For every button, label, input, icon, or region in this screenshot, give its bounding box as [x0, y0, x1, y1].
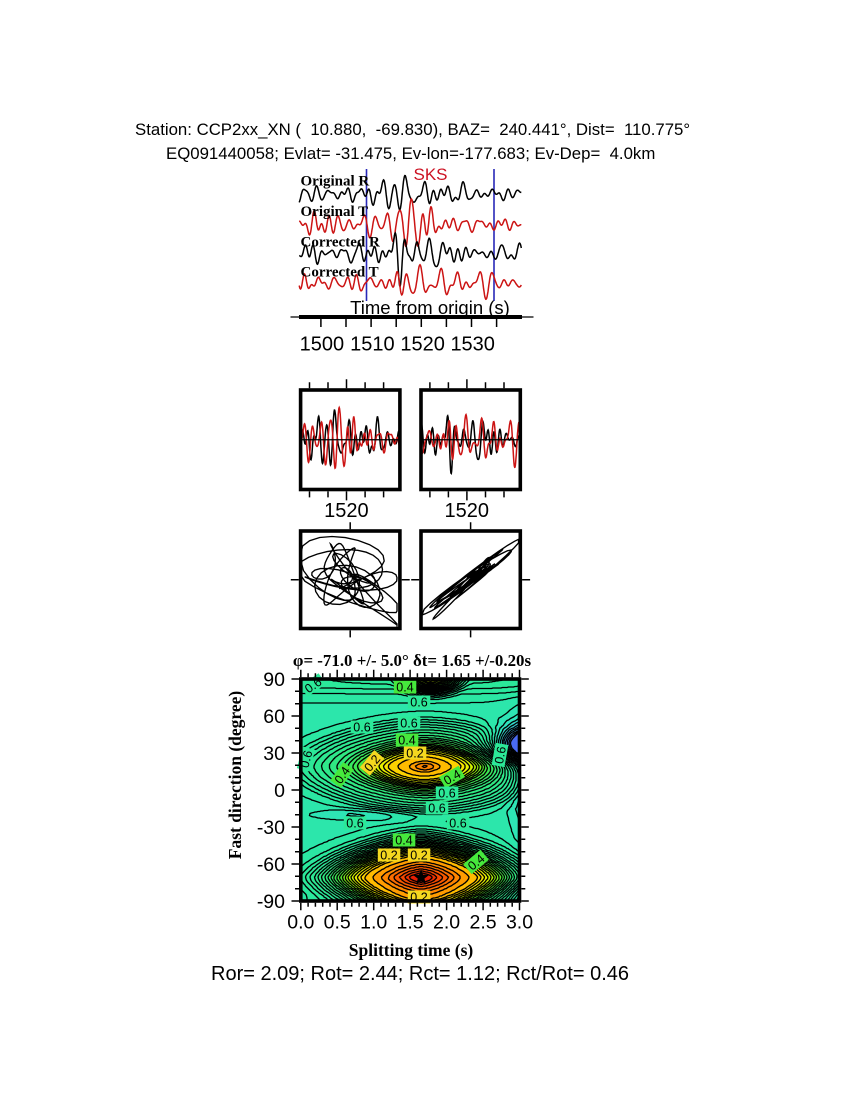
svg-text:0.6: 0.6: [410, 696, 427, 710]
svg-text:1.0: 1.0: [360, 912, 387, 934]
svg-text:1530: 1530: [450, 334, 495, 356]
svg-text:1520: 1520: [445, 500, 490, 522]
svg-text:30: 30: [263, 743, 285, 765]
svg-text:0.4: 0.4: [398, 734, 415, 748]
svg-text:Station: CCP2xx_XN ( 10.880,: Station: CCP2xx_XN ( 10.880, -69.830), B…: [135, 120, 690, 139]
svg-text:0.6: 0.6: [353, 721, 370, 735]
svg-text:Time from origin (s): Time from origin (s): [350, 297, 510, 318]
svg-text:1510: 1510: [350, 334, 395, 356]
svg-text:0.4: 0.4: [396, 681, 413, 695]
svg-text:Corrected R: Corrected R: [301, 235, 380, 251]
svg-text:1.5: 1.5: [397, 912, 424, 934]
svg-text:SKS: SKS: [414, 165, 448, 184]
svg-text:0.6: 0.6: [449, 817, 466, 831]
svg-text:-60: -60: [257, 854, 285, 876]
svg-text:-90: -90: [257, 891, 285, 913]
svg-text:2.0: 2.0: [433, 912, 460, 934]
svg-text:0.6: 0.6: [400, 717, 417, 731]
svg-text:0.4: 0.4: [395, 834, 412, 848]
svg-text:0: 0: [274, 780, 285, 802]
svg-text:0.2: 0.2: [380, 849, 397, 863]
svg-text:φ= -71.0 +/- 5.0° δt= 1.65 +/-: φ= -71.0 +/- 5.0° δt= 1.65 +/-0.20s: [293, 651, 532, 670]
svg-text:0.5: 0.5: [324, 912, 351, 934]
svg-text:1520: 1520: [324, 500, 369, 522]
svg-text:Original T: Original T: [301, 204, 369, 220]
svg-text:0.2: 0.2: [410, 849, 427, 863]
svg-text:0.6: 0.6: [438, 787, 455, 801]
svg-text:Splitting time (s): Splitting time (s): [349, 940, 474, 960]
svg-text:Corrected T: Corrected T: [301, 265, 379, 281]
svg-text:Ror= 2.09; Rot= 2.44; Rct= 1.1: Ror= 2.09; Rot= 2.44; Rct= 1.12; Rct/Rot…: [211, 963, 629, 985]
svg-text:90: 90: [263, 669, 285, 691]
svg-text:-30: -30: [257, 817, 285, 839]
svg-text:EQ091440058; Evlat= -31.475, E: EQ091440058; Evlat= -31.475, Ev-lon=-177…: [166, 144, 655, 163]
svg-text:2.5: 2.5: [470, 912, 497, 934]
svg-text:0.0: 0.0: [287, 912, 314, 934]
svg-text:Fast direction (degree): Fast direction (degree): [225, 691, 245, 860]
svg-text:0.6: 0.6: [492, 745, 509, 765]
svg-text:60: 60: [263, 706, 285, 728]
svg-text:Original R: Original R: [301, 174, 370, 190]
svg-text:1520: 1520: [400, 334, 445, 356]
svg-text:0.6: 0.6: [428, 802, 445, 816]
svg-text:0.2: 0.2: [406, 747, 423, 761]
svg-text:1500: 1500: [300, 334, 345, 356]
svg-text:0.6: 0.6: [346, 817, 363, 831]
svg-text:3.0: 3.0: [506, 912, 533, 934]
